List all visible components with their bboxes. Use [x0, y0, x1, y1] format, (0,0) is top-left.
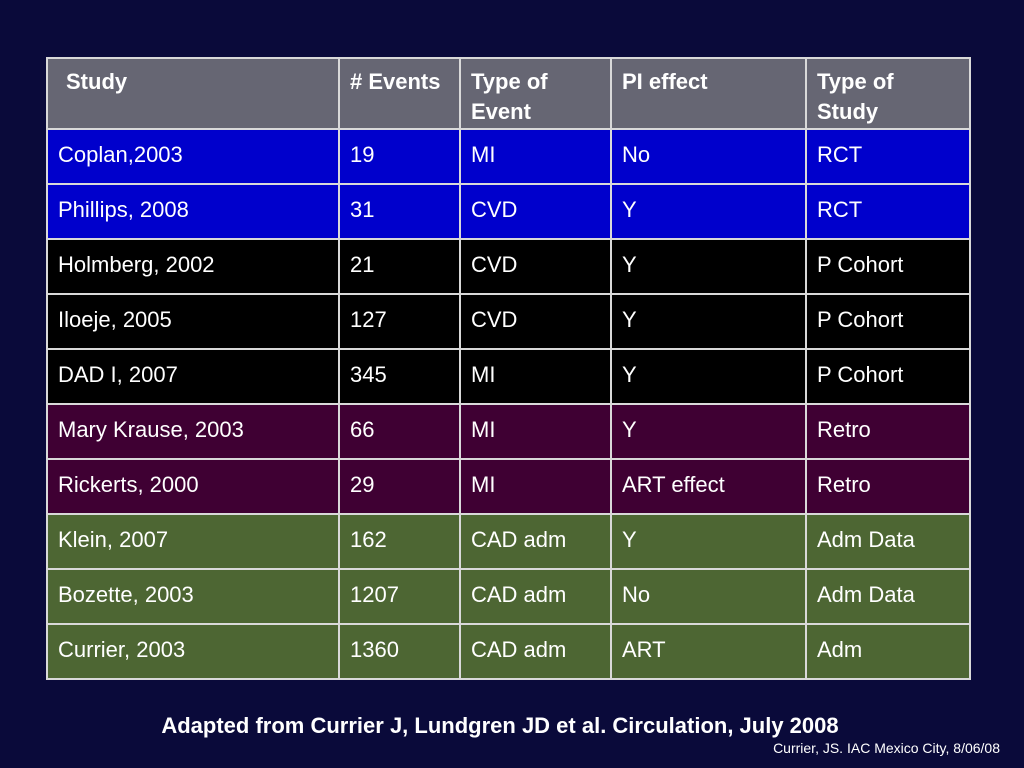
header-pi-effect: PI effect — [610, 57, 807, 130]
cell-type-of-study: RCT — [805, 183, 971, 240]
cell-pi-effect: Y — [610, 348, 807, 405]
cell-type-of-study: Adm — [805, 623, 971, 680]
header-row: Study # Events Type of Event PI effect T… — [46, 57, 971, 130]
cell-type-of-study: P Cohort — [805, 293, 971, 350]
cell-pi-effect: ART — [610, 623, 807, 680]
cell-pi-effect: Y — [610, 513, 807, 570]
cell-study: Mary Krause, 2003 — [46, 403, 340, 460]
table-row: Coplan,2003 19 MI No RCT — [46, 128, 971, 185]
cell-pi-effect: No — [610, 128, 807, 185]
header-type-of-event: Type of Event — [459, 57, 612, 130]
cell-pi-effect: Y — [610, 183, 807, 240]
cell-type-of-event: CAD adm — [459, 513, 612, 570]
cell-study: Phillips, 2008 — [46, 183, 340, 240]
cell-type-of-event: MI — [459, 403, 612, 460]
cell-study: Rickerts, 2000 — [46, 458, 340, 515]
cell-events: 162 — [338, 513, 461, 570]
header-events: # Events — [338, 57, 461, 130]
cell-type-of-event: CAD adm — [459, 623, 612, 680]
cell-pi-effect: ART effect — [610, 458, 807, 515]
cell-events: 127 — [338, 293, 461, 350]
cell-events: 345 — [338, 348, 461, 405]
header-type-of-study: Type of Study — [805, 57, 971, 130]
cell-events: 66 — [338, 403, 461, 460]
cell-pi-effect: Y — [610, 403, 807, 460]
cell-type-of-study: P Cohort — [805, 238, 971, 295]
cell-type-of-event: CVD — [459, 238, 612, 295]
cell-type-of-event: CAD adm — [459, 568, 612, 625]
cell-type-of-event: MI — [459, 348, 612, 405]
cell-study: Currier, 2003 — [46, 623, 340, 680]
cell-type-of-study: Retro — [805, 403, 971, 460]
studies-table: Study # Events Type of Event PI effect T… — [46, 57, 971, 680]
cell-type-of-event: CVD — [459, 183, 612, 240]
table-row: Bozette, 2003 1207 CAD adm No Adm Data — [46, 568, 971, 625]
cell-events: 29 — [338, 458, 461, 515]
cell-events: 19 — [338, 128, 461, 185]
cell-study: DAD I, 2007 — [46, 348, 340, 405]
source-caption: Adapted from Currier J, Lundgren JD et a… — [161, 713, 839, 738]
table-row: Iloeje, 2005 127 CVD Y P Cohort — [46, 293, 971, 350]
cell-type-of-event: MI — [459, 128, 612, 185]
cell-pi-effect: No — [610, 568, 807, 625]
cell-type-of-event: CVD — [459, 293, 612, 350]
cell-type-of-study: P Cohort — [805, 348, 971, 405]
cell-events: 31 — [338, 183, 461, 240]
table-row: Currier, 2003 1360 CAD adm ART Adm — [46, 623, 971, 680]
header-study: Study — [46, 57, 340, 130]
cell-study: Klein, 2007 — [46, 513, 340, 570]
table-row: DAD I, 2007 345 MI Y P Cohort — [46, 348, 971, 405]
cell-type-of-study: Retro — [805, 458, 971, 515]
table-row: Holmberg, 2002 21 CVD Y P Cohort — [46, 238, 971, 295]
cell-events: 21 — [338, 238, 461, 295]
cell-type-of-study: RCT — [805, 128, 971, 185]
table-row: Mary Krause, 2003 66 MI Y Retro — [46, 403, 971, 460]
cell-events: 1207 — [338, 568, 461, 625]
table-row: Phillips, 2008 31 CVD Y RCT — [46, 183, 971, 240]
cell-type-of-event: MI — [459, 458, 612, 515]
cell-pi-effect: Y — [610, 293, 807, 350]
table-row: Klein, 2007 162 CAD adm Y Adm Data — [46, 513, 971, 570]
slide-credit: Currier, JS. IAC Mexico City, 8/06/08 — [773, 740, 1000, 756]
cell-pi-effect: Y — [610, 238, 807, 295]
cell-events: 1360 — [338, 623, 461, 680]
cell-study: Iloeje, 2005 — [46, 293, 340, 350]
cell-type-of-study: Adm Data — [805, 513, 971, 570]
cell-study: Holmberg, 2002 — [46, 238, 340, 295]
cell-study: Bozette, 2003 — [46, 568, 340, 625]
cell-type-of-study: Adm Data — [805, 568, 971, 625]
cell-study: Coplan,2003 — [46, 128, 340, 185]
table-row: Rickerts, 2000 29 MI ART effect Retro — [46, 458, 971, 515]
